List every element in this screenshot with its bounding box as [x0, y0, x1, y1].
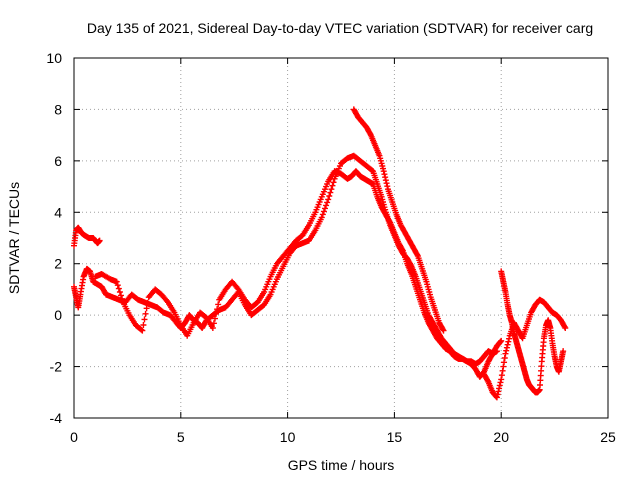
x-axis-label: GPS time / hours — [288, 457, 395, 473]
series-track-c — [92, 168, 500, 367]
x-tick-label: 25 — [600, 429, 616, 445]
data-point — [210, 320, 217, 327]
data-point — [116, 289, 123, 295]
data-point — [211, 315, 218, 322]
grid — [74, 58, 608, 418]
chart-title: Day 135 of 2021, Sidereal Day-to-day VTE… — [87, 20, 593, 36]
data-point — [381, 171, 388, 178]
data-point — [119, 295, 126, 302]
x-tick-label: 10 — [280, 429, 296, 445]
data-point — [498, 376, 505, 383]
data-point — [497, 338, 504, 345]
data-point — [140, 322, 147, 328]
data-point — [561, 323, 568, 330]
data-point — [484, 377, 491, 384]
data-point — [142, 310, 149, 317]
y-tick-label: 2 — [54, 256, 62, 272]
series-track-a — [71, 224, 103, 249]
data-point — [506, 335, 513, 342]
data-point — [320, 208, 327, 215]
data-point — [325, 196, 332, 203]
y-tick-label: 10 — [46, 50, 62, 66]
data-point — [560, 348, 567, 355]
data-point — [380, 168, 387, 175]
data-point — [214, 306, 221, 313]
data-point — [496, 385, 503, 392]
data-point — [498, 372, 505, 379]
data-point — [115, 285, 122, 292]
data-point — [329, 182, 336, 189]
data-point — [138, 326, 145, 333]
series-track-e — [498, 268, 567, 396]
data-point — [562, 325, 569, 331]
data-point — [495, 388, 502, 395]
data-point — [327, 189, 334, 196]
data-point — [382, 177, 389, 184]
data-point — [383, 180, 390, 187]
data-point — [504, 341, 511, 348]
data-point — [330, 179, 337, 186]
data-point — [117, 292, 124, 299]
data-point — [440, 327, 447, 334]
y-axis-label: SDTVAR / TECUs — [6, 182, 22, 294]
data-point — [328, 186, 335, 193]
data-point — [323, 202, 330, 209]
x-tick-label: 0 — [70, 429, 78, 445]
data-point — [503, 347, 510, 354]
series-track-d — [350, 106, 447, 334]
y-tick-label: 4 — [54, 204, 62, 220]
data-point — [501, 359, 508, 366]
y-tick-label: -2 — [50, 359, 63, 375]
data-point — [493, 394, 500, 401]
y-tick-label: 8 — [54, 101, 62, 117]
data-point — [143, 305, 150, 312]
axis-ticks: 0 5 10 15 20 25 -4 -2 0 2 4 6 8 10 — [46, 50, 616, 445]
data-point — [493, 348, 500, 355]
data-point — [139, 327, 146, 334]
data-point — [324, 199, 331, 206]
series-track-f — [481, 296, 569, 401]
data-point — [318, 214, 325, 221]
data-point — [144, 299, 151, 306]
data-points — [71, 106, 569, 401]
data-point — [503, 344, 510, 351]
data-point — [367, 130, 374, 137]
x-tick-label: 20 — [493, 429, 509, 445]
data-point — [494, 391, 501, 398]
plot-frame — [73, 57, 609, 419]
data-point — [215, 301, 222, 308]
data-point — [439, 326, 446, 333]
data-point — [501, 355, 508, 361]
data-point — [414, 251, 421, 258]
data-point — [141, 316, 148, 323]
data-point — [213, 310, 220, 317]
x-tick-label: 15 — [387, 429, 403, 445]
data-point — [497, 379, 504, 386]
data-point — [498, 337, 505, 344]
data-point — [399, 246, 406, 253]
data-point — [499, 367, 506, 374]
data-point — [384, 183, 391, 190]
data-point — [500, 363, 507, 370]
data-point — [496, 382, 503, 389]
data-point — [326, 193, 333, 199]
y-tick-label: 0 — [54, 307, 62, 323]
y-tick-label: -4 — [50, 410, 63, 426]
x-tick-label: 5 — [177, 429, 185, 445]
data-point — [321, 205, 328, 212]
data-point — [319, 211, 326, 218]
data-point — [382, 174, 389, 181]
data-point — [96, 237, 103, 244]
data-point — [114, 282, 121, 289]
y-tick-label: 6 — [54, 153, 62, 169]
data-point — [113, 278, 120, 285]
data-point — [502, 350, 509, 357]
data-point — [209, 325, 216, 331]
data-point — [505, 338, 512, 345]
